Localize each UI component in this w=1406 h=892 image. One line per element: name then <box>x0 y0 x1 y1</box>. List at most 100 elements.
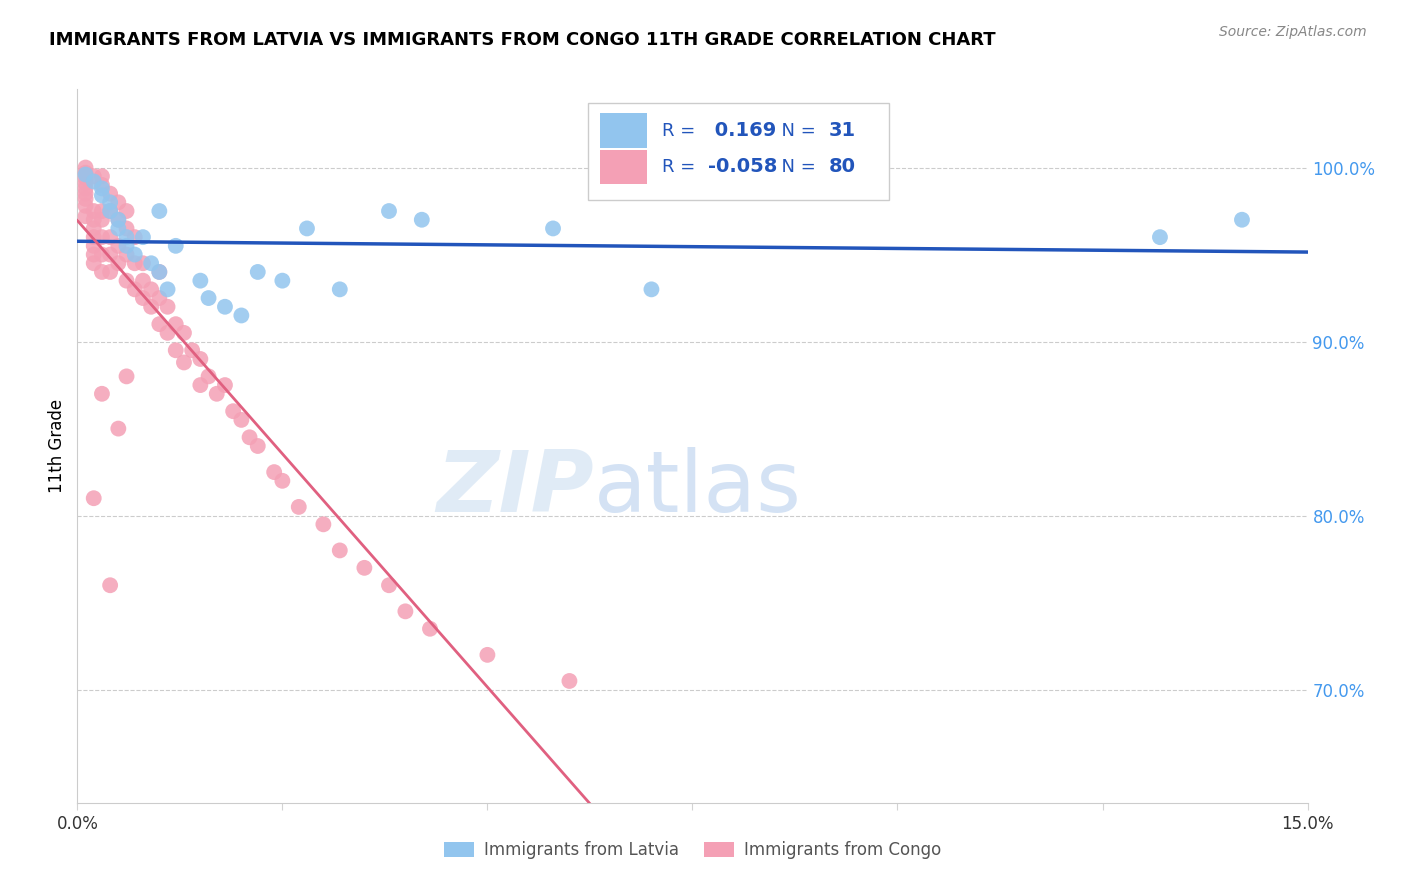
Text: N =: N = <box>770 158 821 176</box>
Point <box>124 282 146 296</box>
Point <box>115 247 138 261</box>
Point <box>1230 212 1253 227</box>
Point <box>75 192 97 206</box>
Point <box>329 543 352 558</box>
Point <box>141 282 163 296</box>
Point <box>197 369 219 384</box>
Text: N =: N = <box>770 121 821 139</box>
Point <box>90 212 114 227</box>
Point <box>156 300 179 314</box>
Point <box>124 230 146 244</box>
Point <box>83 247 105 261</box>
Point <box>124 256 146 270</box>
Point <box>156 282 179 296</box>
Point <box>148 317 170 331</box>
Point <box>188 378 212 392</box>
Point <box>165 317 187 331</box>
Point <box>83 204 105 219</box>
Point <box>107 221 129 235</box>
Point <box>83 239 105 253</box>
Point <box>115 230 138 244</box>
Point <box>115 239 138 253</box>
Point <box>75 171 97 186</box>
Point <box>214 378 236 392</box>
Point <box>98 265 121 279</box>
Point <box>98 578 121 592</box>
Point <box>640 282 662 296</box>
Point <box>181 343 204 358</box>
Point <box>263 465 285 479</box>
Point <box>115 221 138 235</box>
Point <box>75 199 97 213</box>
Point <box>132 230 155 244</box>
Point <box>107 212 129 227</box>
Point <box>107 195 129 210</box>
Point <box>98 230 121 244</box>
Text: 80: 80 <box>830 158 856 177</box>
FancyBboxPatch shape <box>588 103 890 200</box>
Point <box>148 265 170 279</box>
Point <box>90 265 114 279</box>
Point <box>558 673 581 688</box>
Point <box>148 204 170 219</box>
Point <box>148 291 170 305</box>
Point <box>90 178 114 192</box>
Point <box>90 169 114 184</box>
Point <box>188 274 212 288</box>
Point <box>271 474 294 488</box>
Point <box>90 386 114 401</box>
FancyBboxPatch shape <box>600 113 647 148</box>
Point <box>107 256 129 270</box>
Point <box>75 209 97 223</box>
Point <box>75 186 97 201</box>
Point <box>312 517 335 532</box>
Text: R =: R = <box>662 121 700 139</box>
Text: 31: 31 <box>830 121 856 140</box>
FancyBboxPatch shape <box>600 150 647 184</box>
Point <box>394 604 416 618</box>
Point <box>141 300 163 314</box>
Point <box>295 221 318 235</box>
Text: Source: ZipAtlas.com: Source: ZipAtlas.com <box>1219 25 1367 39</box>
Point <box>239 430 262 444</box>
Point <box>205 386 228 401</box>
Point <box>231 413 253 427</box>
Point <box>98 204 121 219</box>
Point <box>115 369 138 384</box>
Point <box>288 500 311 514</box>
Point <box>98 195 121 210</box>
Point <box>75 176 97 190</box>
Y-axis label: 11th Grade: 11th Grade <box>48 399 66 493</box>
Point <box>541 221 564 235</box>
Point <box>214 300 236 314</box>
Point <box>83 212 105 227</box>
Text: R =: R = <box>662 158 700 176</box>
Point <box>115 204 138 219</box>
Point <box>107 239 129 253</box>
Point <box>98 247 121 261</box>
Point <box>165 239 187 253</box>
Point <box>329 282 352 296</box>
Point <box>141 256 163 270</box>
Point <box>477 648 499 662</box>
Point <box>197 291 219 305</box>
Point <box>75 181 97 195</box>
Point <box>75 168 97 182</box>
Point <box>173 326 195 340</box>
Point <box>75 166 97 180</box>
Point <box>90 181 114 195</box>
Point <box>132 256 155 270</box>
Text: IMMIGRANTS FROM LATVIA VS IMMIGRANTS FROM CONGO 11TH GRADE CORRELATION CHART: IMMIGRANTS FROM LATVIA VS IMMIGRANTS FRO… <box>49 31 995 49</box>
Point <box>353 561 375 575</box>
Point <box>148 265 170 279</box>
Point <box>411 212 433 227</box>
Point <box>107 212 129 227</box>
Point <box>83 221 105 235</box>
Text: -0.058: -0.058 <box>709 158 778 177</box>
Point <box>115 274 138 288</box>
Point <box>419 622 441 636</box>
Point <box>165 343 187 358</box>
Point <box>107 421 129 435</box>
Point <box>124 247 146 261</box>
Point <box>83 256 105 270</box>
